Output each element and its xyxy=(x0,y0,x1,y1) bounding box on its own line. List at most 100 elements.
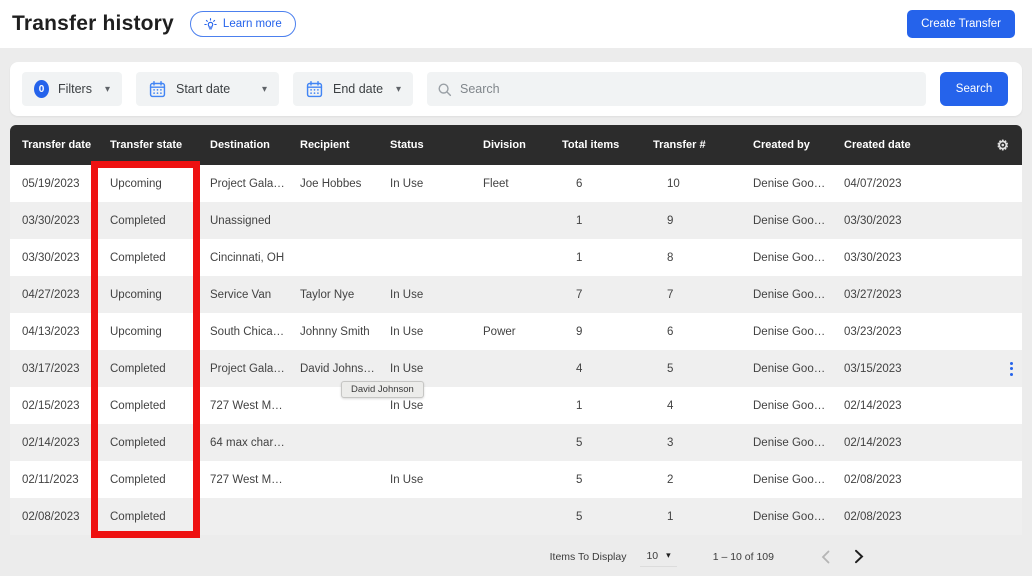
cell-created-date: 03/23/2023 xyxy=(844,325,902,338)
page-header: Transfer history Learn more Create Trans… xyxy=(0,0,1032,48)
cell-transfer-number: 4 xyxy=(667,399,674,412)
table-row[interactable]: 02/11/2023 Completed 727 West M… In Use … xyxy=(10,461,1022,498)
end-date-label: End date xyxy=(333,82,384,96)
cell-transfer-state: Completed xyxy=(110,214,166,227)
pagination-bar: Items To Display 10 ▾ 1 – 10 of 109 xyxy=(0,537,1032,576)
cell-destination: Project Gala… xyxy=(210,177,285,190)
create-transfer-button[interactable]: Create Transfer xyxy=(907,10,1015,38)
learn-more-button[interactable]: Learn more xyxy=(189,11,296,37)
cell-status: In Use xyxy=(390,325,424,338)
tooltip: David Johnson xyxy=(341,381,424,398)
cell-status: In Use xyxy=(390,288,424,301)
cell-recipient: David Johns… xyxy=(300,362,375,375)
cell-transfer-number: 6 xyxy=(667,325,674,338)
table-row[interactable]: 03/17/2023 Completed Project Gala… David… xyxy=(10,350,1022,387)
items-to-display-label: Items To Display xyxy=(549,550,627,563)
cell-total-items: 5 xyxy=(576,436,583,449)
cell-created-date: 02/08/2023 xyxy=(844,473,902,486)
cell-transfer-number: 1 xyxy=(667,510,674,523)
chevron-down-icon: ▾ xyxy=(104,83,110,95)
cell-created-date: 02/14/2023 xyxy=(844,399,902,412)
cell-created-by: Denise Goo… xyxy=(753,436,826,449)
cell-transfer-state: Completed xyxy=(110,436,166,449)
col-header-recipient: Recipient xyxy=(300,139,350,151)
previous-page-button[interactable] xyxy=(812,544,838,570)
cell-transfer-date: 02/11/2023 xyxy=(22,473,79,486)
table-row[interactable]: 02/08/2023 Completed 5 1 Denise Goo… 02/… xyxy=(10,498,1022,535)
lightbulb-icon xyxy=(204,17,217,31)
cell-transfer-date: 04/27/2023 xyxy=(22,288,80,301)
filters-count-badge: 0 xyxy=(34,80,49,98)
cell-transfer-date: 02/14/2023 xyxy=(22,436,80,449)
cell-transfer-date: 02/15/2023 xyxy=(22,399,80,412)
row-menu-icon[interactable] xyxy=(1007,359,1016,379)
cell-recipient: Joe Hobbes xyxy=(300,177,362,190)
cell-transfer-state: Completed xyxy=(110,399,166,412)
cell-created-by: Denise Goo… xyxy=(753,362,826,375)
cell-created-by: Denise Goo… xyxy=(753,288,826,301)
cell-destination: Unassigned xyxy=(210,214,271,227)
table-body: 05/19/2023 Upcoming Project Gala… Joe Ho… xyxy=(10,165,1022,535)
col-header-transfer-number: Transfer # xyxy=(653,139,706,151)
table-row[interactable]: 03/30/2023 Completed Unassigned 1 9 Deni… xyxy=(10,202,1022,239)
cell-created-date: 02/08/2023 xyxy=(844,510,902,523)
chevron-down-icon: ▾ xyxy=(261,83,267,95)
items-per-page-value: 10 xyxy=(646,549,659,562)
cell-created-by: Denise Goo… xyxy=(753,214,826,227)
cell-created-date: 03/15/2023 xyxy=(844,362,902,375)
cell-transfer-number: 5 xyxy=(667,362,674,375)
col-header-actions: ⚙ xyxy=(954,138,1022,152)
filters-label: Filters xyxy=(57,82,92,96)
cell-division: Power xyxy=(483,325,516,338)
table-row[interactable]: 05/19/2023 Upcoming Project Gala… Joe Ho… xyxy=(10,165,1022,202)
calendar-icon xyxy=(305,80,324,99)
chevron-left-icon xyxy=(821,550,829,563)
cell-transfer-date: 02/08/2023 xyxy=(22,510,80,523)
end-date-picker[interactable]: End date ▾ xyxy=(293,72,413,106)
next-page-button[interactable] xyxy=(846,544,872,570)
cell-transfer-number: 10 xyxy=(667,177,680,190)
table-row[interactable]: 04/27/2023 Upcoming Service Van Taylor N… xyxy=(10,276,1022,313)
cell-status: In Use xyxy=(390,399,424,412)
cell-total-items: 1 xyxy=(576,399,583,412)
table-row[interactable]: 03/30/2023 Completed Cincinnati, OH 1 8 … xyxy=(10,239,1022,276)
search-input[interactable] xyxy=(460,82,916,96)
cell-created-date: 03/30/2023 xyxy=(844,251,902,264)
cell-created-by: Denise Goo… xyxy=(753,325,826,338)
cell-created-by: Denise Goo… xyxy=(753,510,826,523)
table-row[interactable]: 02/14/2023 Completed 64 max char… 5 3 De… xyxy=(10,424,1022,461)
cell-created-by: Denise Goo… xyxy=(753,177,826,190)
start-date-picker[interactable]: Start date ▾ xyxy=(136,72,279,106)
col-header-division: Division xyxy=(483,139,526,151)
cell-transfer-number: 8 xyxy=(667,251,674,264)
cell-total-items: 6 xyxy=(576,177,583,190)
table-row[interactable]: 04/13/2023 Upcoming South Chica… Johnny … xyxy=(10,313,1022,350)
learn-more-label: Learn more xyxy=(222,18,282,30)
chevron-down-icon: ▾ xyxy=(666,550,671,560)
cell-recipient: Johnny Smith xyxy=(300,325,370,338)
cell-destination: 727 West M… xyxy=(210,399,283,412)
cell-recipient: Taylor Nye xyxy=(300,288,355,301)
cell-status: In Use xyxy=(390,473,424,486)
gear-icon[interactable]: ⚙ xyxy=(996,138,1009,152)
col-header-transfer-date: Transfer date xyxy=(22,139,92,151)
cell-total-items: 7 xyxy=(576,288,583,301)
search-button[interactable]: Search xyxy=(940,72,1008,106)
cell-total-items: 4 xyxy=(576,362,583,375)
filter-bar: 0 Filters ▾ Start date ▾ xyxy=(10,62,1022,116)
transfer-table: Transfer date Transfer state Destination… xyxy=(10,125,1022,535)
cell-transfer-number: 3 xyxy=(667,436,674,449)
cell-transfer-state: Upcoming xyxy=(110,325,162,338)
col-header-destination: Destination xyxy=(210,139,270,151)
table-row[interactable]: 02/15/2023 Completed 727 West M… In Use … xyxy=(10,387,1022,424)
cell-total-items: 5 xyxy=(576,473,583,486)
cell-destination: Cincinnati, OH xyxy=(210,251,285,264)
cell-destination: Project Gala… xyxy=(210,362,285,375)
cell-transfer-number: 2 xyxy=(667,473,674,486)
cell-status: In Use xyxy=(390,177,424,190)
items-per-page-select[interactable]: 10 ▾ xyxy=(640,547,677,567)
cell-destination: South Chica… xyxy=(210,325,285,338)
filters-dropdown[interactable]: 0 Filters ▾ xyxy=(22,72,122,106)
cell-created-date: 03/27/2023 xyxy=(844,288,902,301)
